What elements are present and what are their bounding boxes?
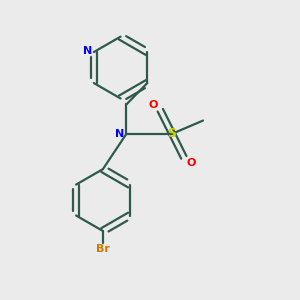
Text: O: O (148, 100, 158, 110)
Text: S: S (168, 127, 177, 140)
Text: O: O (187, 158, 196, 168)
Text: Br: Br (96, 244, 110, 254)
Text: N: N (83, 46, 92, 56)
Text: N: N (115, 129, 124, 139)
